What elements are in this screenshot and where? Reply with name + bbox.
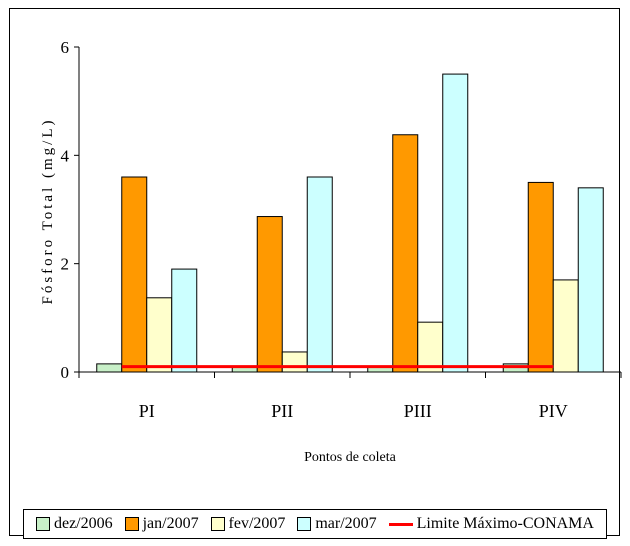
legend-label: dez/2006 [53, 515, 113, 532]
legend: dez/2006 jan/2007 fev/2007 mar/2007 Limite M… [23, 509, 607, 539]
bar-jan-2007 [256, 216, 283, 373]
legend-item: dez/2006 [35, 515, 113, 533]
legend-line-swatch [388, 522, 413, 526]
bar-jan-2007 [121, 176, 148, 373]
x-tick-label: PII [271, 401, 293, 421]
y-tick-label: 2 [61, 255, 70, 274]
legend-item: jan/2007 [124, 515, 199, 533]
y-axis-title: Fósforo Total (mg/L) [40, 118, 56, 305]
bar-mar-2007 [577, 187, 604, 373]
legend-color-swatch [35, 517, 50, 531]
legend-label: mar/2007 [315, 515, 377, 532]
plot-marks [96, 73, 604, 373]
x-axis-title: Pontos de coleta [304, 450, 397, 465]
bar-fev-2007 [552, 279, 579, 373]
legend-color-swatch [124, 517, 139, 531]
legend-item: mar/2007 [297, 515, 377, 533]
bar-fev-2007 [281, 351, 308, 373]
legend-color-swatch [210, 517, 225, 531]
legend-label: jan/2007 [142, 515, 199, 532]
legend-item: fev/2007 [210, 515, 286, 533]
bar-jan-2007 [392, 134, 419, 373]
bar-jan-2007 [527, 181, 554, 373]
bar-fev-2007 [146, 297, 173, 373]
y-tick-label: 6 [61, 38, 70, 57]
y-ticks: 0 2 4 6 [61, 38, 79, 382]
bar-mar-2007 [442, 73, 469, 373]
bar-dez-2006 [96, 363, 123, 373]
legend-label: fev/2007 [228, 515, 286, 532]
x-tick-label: PIV [539, 401, 568, 421]
x-tick-label: PI [139, 401, 155, 421]
legend-label: Limite Máximo-CONAMA [416, 515, 594, 532]
bar-mar-2007 [306, 176, 333, 373]
y-tick-label: 0 [61, 363, 70, 382]
legend-item: Limite Máximo-CONAMA [388, 515, 594, 533]
bar-mar-2007 [171, 268, 198, 373]
legend-color-swatch [297, 517, 312, 531]
bar-fev-2007 [417, 321, 444, 373]
y-tick-label: 4 [61, 146, 70, 165]
x-ticks: PI PII PIII PIV [78, 372, 622, 421]
x-tick-label: PIII [404, 401, 432, 421]
